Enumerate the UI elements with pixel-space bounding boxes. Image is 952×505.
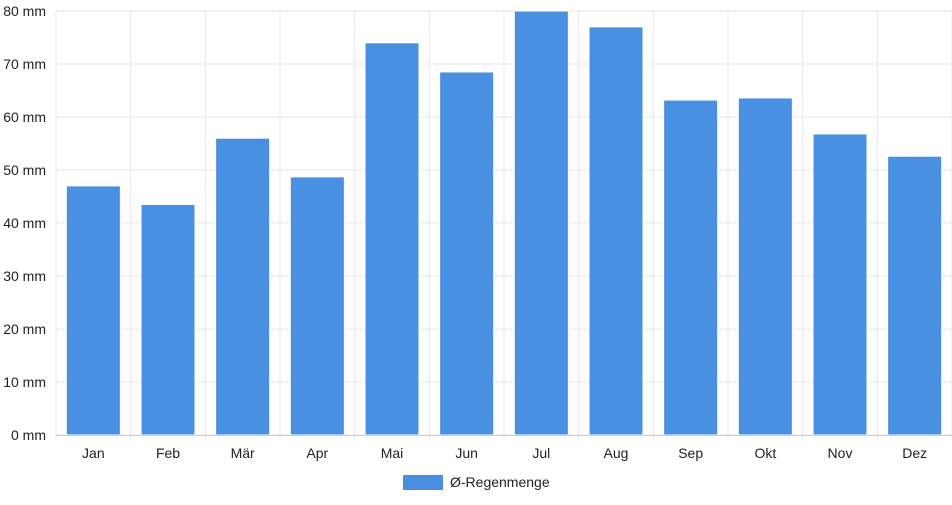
bar-okt[interactable] — [737, 97, 793, 436]
y-tick-label: 60 mm — [3, 109, 46, 125]
bar-nov[interactable] — [812, 133, 868, 436]
grid-lines — [55, 10, 952, 440]
y-tick-label: 30 mm — [3, 268, 46, 284]
x-tick-label: Okt — [754, 445, 776, 461]
bar-jan[interactable] — [65, 185, 121, 436]
y-tick-label: 20 mm — [3, 321, 46, 337]
bar-jul[interactable] — [513, 10, 569, 436]
bar-feb[interactable] — [140, 203, 196, 436]
y-tick-label: 50 mm — [3, 162, 46, 178]
legend-label[interactable]: Ø-Regenmenge — [450, 474, 550, 490]
bar-mär[interactable] — [215, 137, 271, 436]
bar-mai[interactable] — [364, 42, 420, 436]
y-tick-label: 80 mm — [3, 3, 46, 19]
x-tick-label: Jun — [455, 445, 478, 461]
y-tick-label: 0 mm — [11, 427, 46, 443]
x-tick-label: Sep — [678, 445, 703, 461]
x-tick-labels: Jan Feb Mär Apr Mai Jun Jul Aug Sep Okt Nov Dez — [82, 445, 927, 461]
x-tick-label: Dez — [902, 445, 927, 461]
x-tick-label: Mai — [381, 445, 404, 461]
x-tick-label: Feb — [156, 445, 180, 461]
x-tick-label: Jan — [82, 445, 105, 461]
x-tick-label: Aug — [604, 445, 629, 461]
y-tick-label: 70 mm — [3, 56, 46, 72]
x-tick-label: Apr — [306, 445, 328, 461]
legend-swatch[interactable] — [403, 475, 443, 490]
y-tick-labels: 0 mm 10 mm 20 mm 30 mm 40 mm 50 mm 60 mm 70 mm 8… — [3, 3, 46, 443]
y-tick-label: 40 mm — [3, 215, 46, 231]
legend[interactable]: Ø-Regenmenge — [403, 474, 550, 490]
bar-dez[interactable] — [887, 155, 943, 436]
y-tick-label: 10 mm — [3, 374, 46, 390]
x-tick-label: Jul — [532, 445, 550, 461]
bar-aug[interactable] — [588, 26, 644, 436]
bar-apr[interactable] — [289, 176, 345, 436]
bar-jun[interactable] — [439, 71, 495, 436]
x-tick-label: Nov — [828, 445, 853, 461]
bar-sep[interactable] — [663, 99, 719, 436]
x-tick-label: Mär — [231, 445, 255, 461]
bars — [65, 10, 943, 436]
